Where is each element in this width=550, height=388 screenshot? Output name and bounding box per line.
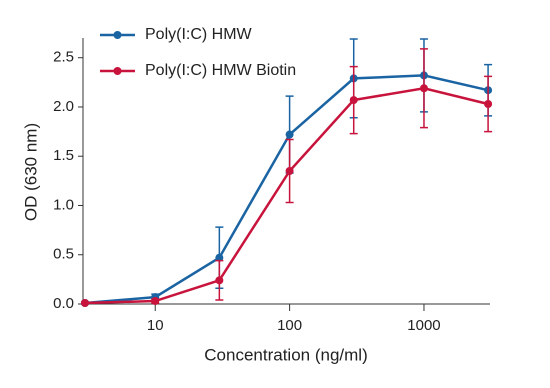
y-tick-label: 1.0 [53, 196, 74, 213]
series-line [84, 74, 489, 305]
series-line [84, 86, 489, 305]
data-point [80, 299, 89, 308]
y-tick-label: 0.5 [53, 246, 74, 263]
x-axis-label: Concentration (ng/ml) [204, 345, 367, 364]
y-tick-label: 0.0 [53, 295, 74, 312]
legend-marker [113, 67, 122, 75]
data-point [349, 96, 358, 105]
data-point [151, 297, 160, 306]
data-point [484, 100, 493, 109]
data-point [215, 276, 224, 285]
legend-label: Poly(I:C) HMW [145, 26, 253, 43]
data-point [285, 167, 294, 175]
data-point [285, 130, 294, 139]
x-tick-label: 10 [147, 317, 164, 334]
legend-label: Poly(I:C) HMW Biotin [145, 62, 296, 79]
y-tick-label: 2.0 [53, 98, 74, 115]
y-tick-label: 2.5 [53, 49, 74, 66]
y-axis-label: OD (630 nm) [21, 123, 40, 221]
legend-marker [113, 31, 122, 39]
x-tick-label: 1000 [407, 317, 440, 334]
x-tick-label: 100 [277, 317, 302, 334]
data-point [215, 253, 224, 262]
data-point [419, 84, 428, 93]
y-tick-label: 1.5 [53, 147, 74, 164]
